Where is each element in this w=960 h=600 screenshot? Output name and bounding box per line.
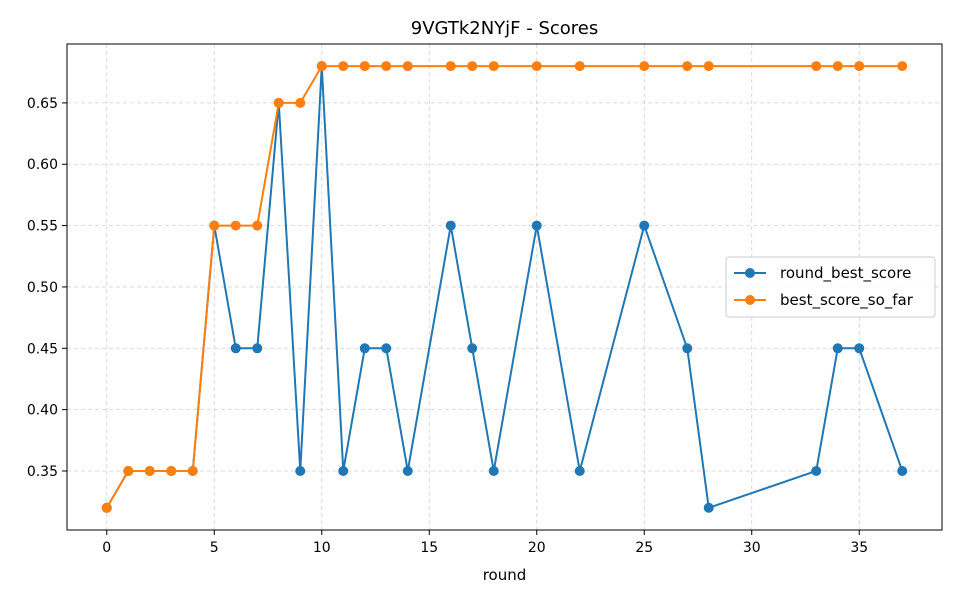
x-tick-label: 30	[743, 540, 761, 556]
data-point	[488, 465, 499, 476]
data-point	[295, 465, 306, 476]
data-point	[187, 465, 198, 476]
data-point	[359, 343, 370, 354]
legend: round_best_score best_score_so_far	[725, 256, 936, 318]
series-best_score_so_far	[101, 61, 908, 513]
data-point	[832, 343, 843, 354]
x-tick-label: 15	[420, 540, 438, 556]
data-point	[682, 343, 693, 354]
data-point	[209, 220, 220, 231]
data-point	[467, 343, 478, 354]
data-point	[230, 343, 241, 354]
data-point	[531, 61, 542, 72]
y-tick-label: 0.40	[27, 403, 58, 419]
legend-label: best_score_so_far	[780, 291, 914, 310]
x-tick-label: 25	[635, 540, 653, 556]
data-point	[230, 220, 241, 231]
x-tick-label: 20	[528, 540, 546, 556]
data-point	[811, 61, 822, 72]
data-point	[166, 465, 177, 476]
data-point	[402, 61, 413, 72]
data-point	[402, 465, 413, 476]
y-tick-label: 0.35	[27, 464, 58, 480]
x-tick-label: 35	[850, 540, 868, 556]
data-point	[381, 61, 392, 72]
x-axis-label: round	[483, 566, 527, 584]
x-tick-label: 10	[313, 540, 331, 556]
x-tick-label: 0	[102, 540, 111, 556]
data-point	[252, 343, 263, 354]
data-point	[295, 97, 306, 108]
legend-swatch-marker	[745, 268, 755, 278]
x-tick-label: 5	[210, 540, 219, 556]
data-point	[897, 61, 908, 72]
data-point	[639, 61, 650, 72]
data-point	[832, 61, 843, 72]
chart-title: 9VGTk2NYjF - Scores	[411, 18, 599, 39]
data-point	[854, 343, 865, 354]
data-point	[123, 465, 134, 476]
data-point	[574, 61, 585, 72]
data-point	[381, 343, 392, 354]
legend-swatch-marker	[745, 295, 755, 305]
data-point	[101, 502, 112, 513]
data-point	[338, 465, 349, 476]
y-tick-label: 0.45	[27, 341, 58, 357]
data-point	[338, 61, 349, 72]
data-point	[467, 61, 478, 72]
data-point	[488, 61, 499, 72]
data-point	[144, 465, 155, 476]
y-tick-label: 0.55	[27, 219, 58, 235]
data-point	[703, 502, 714, 513]
series-layer	[101, 61, 908, 513]
legend-box	[725, 256, 936, 318]
data-point	[682, 61, 693, 72]
data-point	[639, 220, 650, 231]
data-point	[445, 220, 456, 231]
data-point	[811, 465, 822, 476]
data-point	[854, 61, 865, 72]
data-point	[703, 61, 714, 72]
data-point	[359, 61, 370, 72]
y-tick-label: 0.65	[27, 96, 58, 112]
axis-ticks: 0 5 10 15 20 25 30 35 0.35 0.40 0.45 0.50 0.55 0.60 0.…	[27, 96, 868, 556]
data-point	[574, 465, 585, 476]
legend-label: round_best_score	[780, 264, 911, 283]
data-point	[445, 61, 456, 72]
data-point	[252, 220, 263, 231]
data-point	[531, 220, 542, 231]
data-point	[316, 61, 327, 72]
data-point	[273, 97, 284, 108]
y-tick-label: 0.50	[27, 280, 58, 296]
y-tick-label: 0.60	[27, 157, 58, 173]
data-point	[897, 465, 908, 476]
